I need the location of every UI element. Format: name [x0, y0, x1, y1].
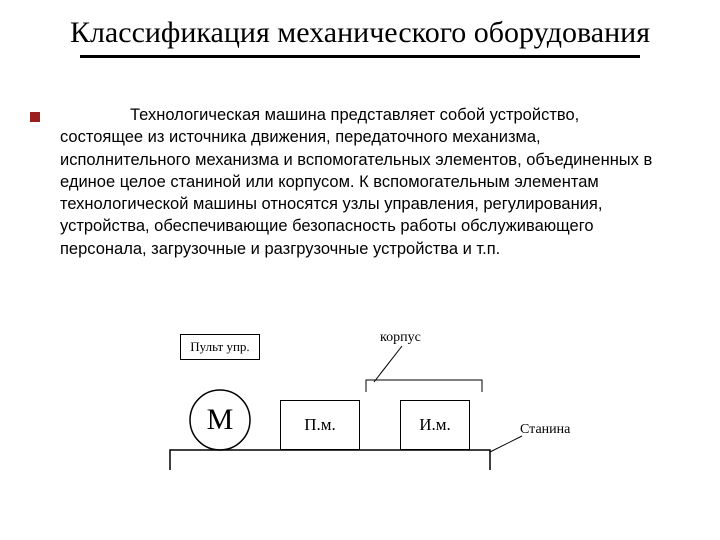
body-text-content: Технологическая машина представляет собо… — [60, 106, 652, 258]
frame-leader — [170, 320, 590, 490]
body-text: Технологическая машина представляет собо… — [60, 104, 660, 260]
slide-title: Классификация механического оборудования — [0, 0, 720, 51]
machine-diagram: Пульт упр. М П.м. И.м. корпус — [170, 320, 590, 470]
frame-leader-line — [490, 436, 522, 452]
slide: Классификация механического оборудования… — [0, 0, 720, 540]
title-underline — [80, 55, 640, 58]
bullet-icon — [30, 112, 40, 122]
